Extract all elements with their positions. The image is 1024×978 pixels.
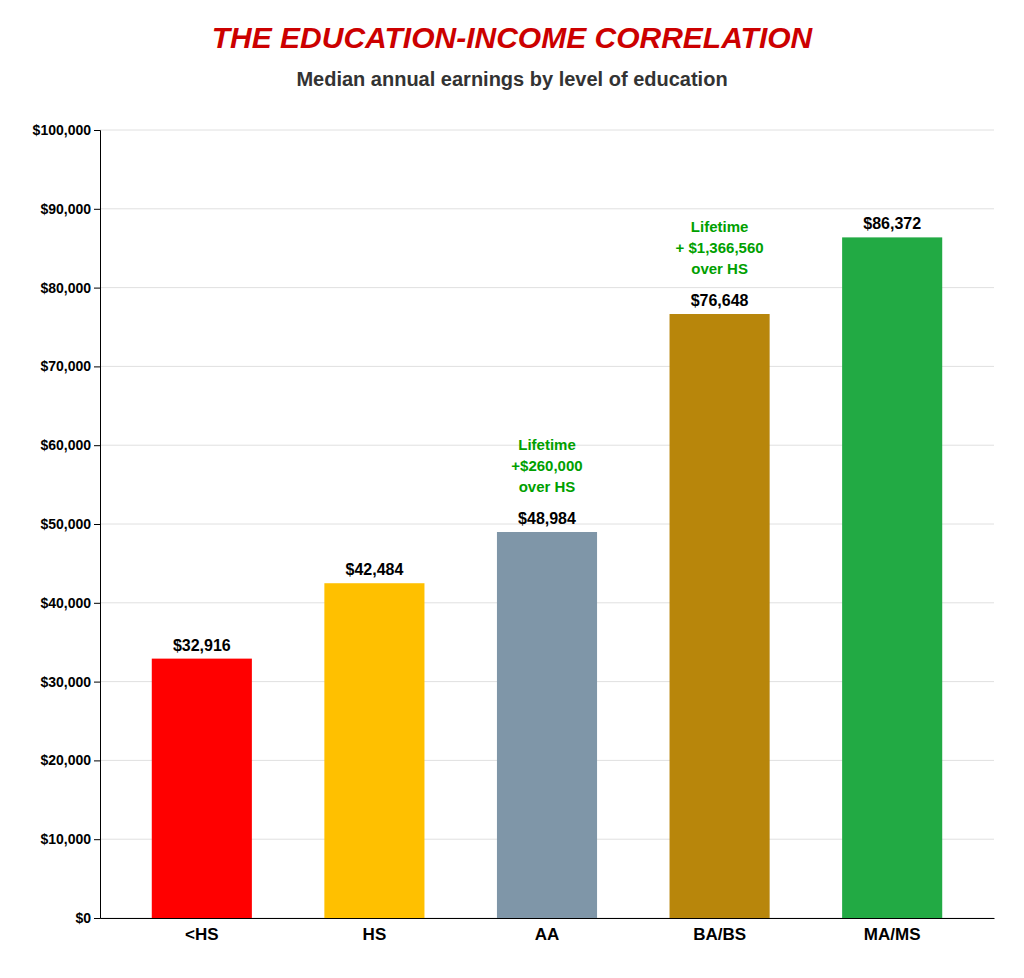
data-label: $32,916 — [173, 637, 231, 654]
y-tick-mark — [94, 209, 100, 210]
plot: $0 $10,000 $20,000 $30,000 $40,000 $50,000 $60… — [33, 122, 995, 944]
x-axis-line — [101, 918, 995, 919]
y-tick: $80,000 — [40, 280, 100, 296]
y-tick-label: $0 — [75, 910, 91, 926]
grid-line — [100, 130, 994, 131]
y-tick: $40,000 — [40, 595, 100, 611]
y-tick-label: $30,000 — [40, 674, 91, 690]
y-tick: $0 — [75, 910, 100, 926]
annotation-line: over HS — [691, 260, 748, 277]
bar — [324, 583, 424, 918]
x-tick: HS — [363, 925, 387, 944]
y-tick-label: $100,000 — [33, 122, 92, 138]
x-tick: <HS — [185, 925, 219, 944]
bar — [497, 532, 597, 918]
x-tick-label: AA — [535, 925, 560, 944]
grid — [100, 130, 994, 918]
y-tick: $70,000 — [40, 358, 100, 374]
y-tick: $30,000 — [40, 674, 100, 690]
y-tick: $50,000 — [40, 516, 100, 532]
x-tick: AA — [535, 925, 560, 944]
x-tick-label: MA/MS — [864, 925, 921, 944]
annotation-line: Lifetime — [518, 436, 576, 453]
y-tick-label: $60,000 — [40, 437, 91, 453]
chart: THE EDUCATION-INCOME CORRELATION Median a… — [0, 0, 1024, 978]
data-label: $42,484 — [345, 561, 403, 578]
bar — [670, 314, 770, 918]
annotation-line: over HS — [519, 478, 576, 495]
y-axis-line — [94, 131, 101, 919]
y-tick-mark — [94, 366, 100, 367]
y-tick-label: $50,000 — [40, 516, 91, 532]
y-tick: $20,000 — [40, 752, 100, 768]
y-tick-label: $80,000 — [40, 280, 91, 296]
x-tick: BA/BS — [693, 925, 746, 944]
annotations: Lifetime +$260,000 over HS Lifetime + $1,366… — [511, 218, 763, 495]
y-tick-mark — [94, 524, 100, 525]
y-tick-mark — [94, 603, 100, 604]
x-tick-label: BA/BS — [693, 925, 746, 944]
annotation-line: + $1,366,560 — [676, 239, 764, 256]
y-tick-mark — [94, 445, 100, 446]
y-axis: $0 $10,000 $20,000 $30,000 $40,000 $50,000 $60… — [33, 122, 101, 926]
x-tick-label: <HS — [185, 925, 219, 944]
subtitle: Median annual earnings by level of educa… — [296, 68, 727, 90]
data-labels: $32,916 $42,484 $48,984 $76,648 $86,372 — [173, 215, 921, 653]
grid-line — [100, 208, 994, 209]
data-label: $48,984 — [518, 510, 576, 527]
y-tick-mark — [94, 130, 100, 131]
x-tick: MA/MS — [864, 925, 921, 944]
bar — [842, 237, 942, 918]
annotation-line: +$260,000 — [511, 457, 582, 474]
data-label: $76,648 — [691, 292, 749, 309]
x-tick-label: HS — [363, 925, 387, 944]
bars — [152, 237, 942, 918]
y-tick-label: $70,000 — [40, 358, 91, 374]
y-tick-label: $40,000 — [40, 595, 91, 611]
x-axis: <HS HS AA BA/BS MA/MS — [101, 919, 995, 945]
y-tick-label: $10,000 — [40, 831, 91, 847]
y-tick-mark — [94, 839, 100, 840]
y-tick: $10,000 — [40, 831, 100, 847]
y-tick-mark — [94, 682, 100, 683]
annotation-line: Lifetime — [691, 218, 749, 235]
y-tick-label: $20,000 — [40, 752, 91, 768]
bar — [152, 659, 252, 918]
y-tick: $100,000 — [33, 122, 100, 138]
annotation: Lifetime +$260,000 over HS — [511, 436, 582, 495]
y-tick: $60,000 — [40, 437, 100, 453]
title: THE EDUCATION-INCOME CORRELATION — [212, 21, 814, 54]
y-tick-label: $90,000 — [40, 201, 91, 217]
y-tick-mark — [94, 760, 100, 761]
y-tick-mark — [94, 918, 100, 919]
y-tick: $90,000 — [40, 201, 100, 217]
data-label: $86,372 — [863, 215, 921, 232]
y-tick-mark — [94, 288, 100, 289]
annotation: Lifetime + $1,366,560 over HS — [676, 218, 764, 277]
